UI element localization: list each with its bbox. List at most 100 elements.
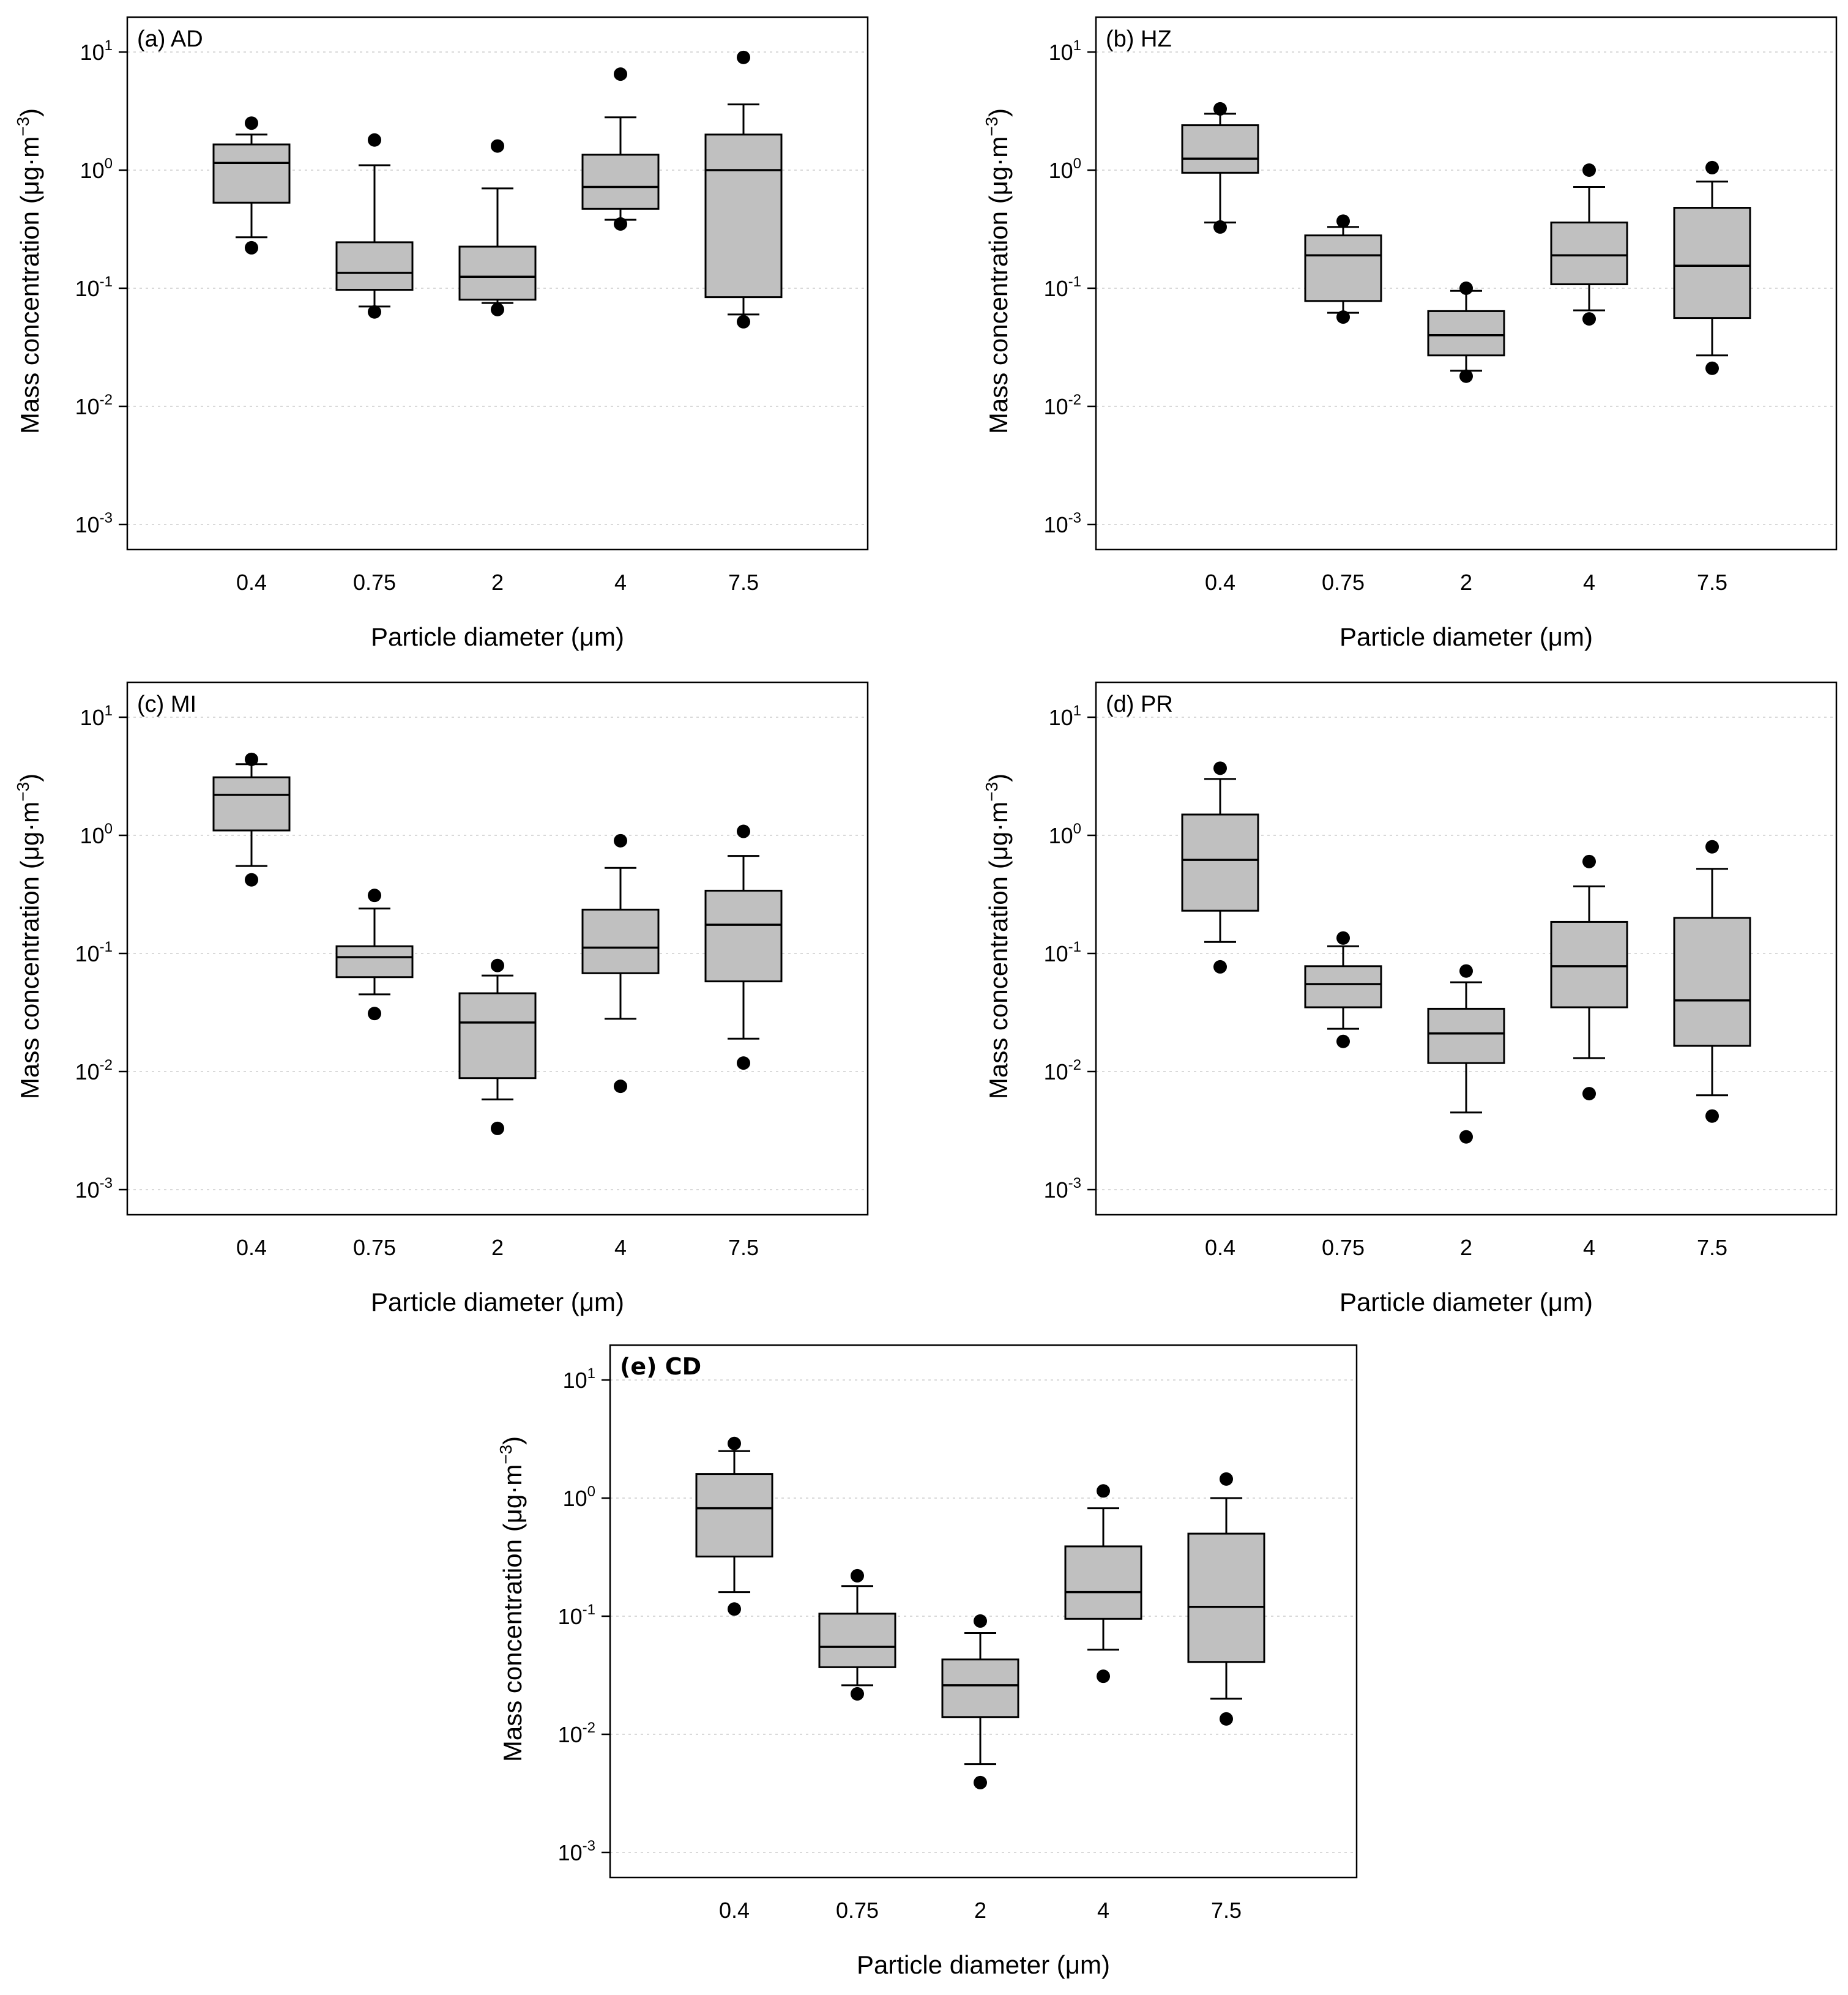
box-4 bbox=[1064, 1484, 1142, 1684]
x-axis-title: Particle diameter (μm) bbox=[1339, 1288, 1593, 1316]
x-tick-label: 2 bbox=[1460, 570, 1472, 595]
y-tick-label: 10-3 bbox=[558, 1838, 595, 1865]
outlier-point bbox=[1336, 214, 1350, 228]
box-iqr bbox=[695, 1473, 773, 1558]
outlier-point bbox=[974, 1614, 987, 1628]
y-tick-label: 10-2 bbox=[558, 1720, 595, 1747]
x-tick-label: 4 bbox=[1583, 1235, 1595, 1260]
box-iqr bbox=[1427, 310, 1505, 357]
box-0.4 bbox=[212, 116, 291, 255]
y-tick-label: 10-3 bbox=[75, 510, 113, 537]
outlier-point bbox=[491, 139, 504, 153]
outlier-point bbox=[1220, 1712, 1233, 1726]
box-0.75 bbox=[818, 1568, 896, 1701]
box-iqr bbox=[458, 245, 537, 301]
outlier-point bbox=[1336, 1034, 1350, 1048]
y-tick-label: 10-1 bbox=[1044, 274, 1081, 301]
box-iqr bbox=[941, 1658, 1019, 1718]
box-iqr bbox=[1187, 1532, 1265, 1663]
x-tick-label: 0.75 bbox=[1322, 1235, 1365, 1260]
y-tick-label: 10-2 bbox=[1044, 1057, 1081, 1084]
y-tick-label: 100 bbox=[80, 155, 113, 183]
x-tick-label: 2 bbox=[974, 1898, 986, 1923]
outlier-point bbox=[614, 833, 627, 848]
box-7.5 bbox=[704, 50, 783, 329]
box-iqr bbox=[1550, 920, 1628, 1009]
x-tick-label: 4 bbox=[614, 570, 627, 595]
x-tick-label: 4 bbox=[1583, 570, 1595, 595]
chart-panel-0: 101 100 10-1 10-2 10-3 0.4 0.75 2 4 7.5 Particle d… bbox=[13, 16, 869, 651]
chart-panel-4: 101 100 10-1 10-2 10-3 0.4 0.75 2 4 7.5 Particle d… bbox=[496, 1344, 1358, 1979]
outlier-point bbox=[1459, 282, 1473, 295]
x-tick-label: 0.4 bbox=[1205, 570, 1235, 595]
x-tick-label: 0.75 bbox=[836, 1898, 879, 1923]
y-axis-title: Mass concentration (μg·m−3) bbox=[982, 108, 1013, 434]
outlier-point bbox=[1582, 1087, 1596, 1101]
outlier-point bbox=[1459, 369, 1473, 383]
plot-frame bbox=[1095, 16, 1838, 551]
outlier-point bbox=[1459, 964, 1473, 978]
box-7.5 bbox=[1673, 160, 1751, 375]
panel-label: (d) PR bbox=[1106, 692, 1173, 717]
outlier-point bbox=[1213, 761, 1227, 775]
y-tick-label: 100 bbox=[1049, 155, 1081, 183]
box-iqr bbox=[1181, 124, 1259, 174]
outlier-point bbox=[1459, 1130, 1473, 1144]
y-tick-label: 101 bbox=[563, 1365, 595, 1393]
y-axis-title: Mass concentration (μg·m−3) bbox=[13, 108, 44, 434]
box-2 bbox=[1427, 964, 1505, 1144]
outlier-point bbox=[245, 873, 258, 887]
box-0.4 bbox=[1181, 761, 1259, 974]
outlier-point bbox=[974, 1775, 987, 1789]
outlier-point bbox=[614, 217, 627, 231]
box-0.4 bbox=[695, 1436, 773, 1616]
outlier-point bbox=[1213, 960, 1227, 974]
box-7.5 bbox=[704, 824, 783, 1070]
y-tick-label: 101 bbox=[1049, 37, 1081, 65]
x-tick-label: 0.4 bbox=[1205, 1235, 1235, 1260]
panel-label: (b) HZ bbox=[1106, 26, 1172, 52]
box-4 bbox=[1550, 163, 1628, 326]
x-tick-label: 0.75 bbox=[1322, 570, 1365, 595]
x-tick-label: 0.4 bbox=[236, 570, 267, 595]
outlier-point bbox=[1097, 1669, 1110, 1684]
x-tick-label: 7.5 bbox=[728, 570, 759, 595]
box-iqr bbox=[818, 1613, 896, 1668]
outlier-point bbox=[1582, 312, 1596, 326]
panel-label: (a) AD bbox=[137, 26, 203, 52]
outlier-point bbox=[368, 1007, 381, 1021]
box-2 bbox=[1427, 282, 1505, 383]
box-iqr bbox=[212, 776, 291, 832]
x-tick-label: 0.75 bbox=[353, 1235, 396, 1260]
outlier-point bbox=[245, 116, 258, 130]
box-iqr bbox=[1304, 965, 1382, 1009]
box-iqr bbox=[212, 143, 291, 204]
y-tick-label: 10-1 bbox=[558, 1602, 595, 1629]
outlier-point bbox=[245, 241, 258, 255]
box-0.4 bbox=[1181, 102, 1259, 234]
y-tick-label: 10-2 bbox=[75, 392, 113, 419]
x-tick-label: 7.5 bbox=[1211, 1898, 1242, 1923]
outlier-point bbox=[851, 1568, 864, 1583]
y-tick-label: 10-1 bbox=[75, 274, 113, 301]
y-tick-label: 101 bbox=[1049, 703, 1081, 730]
x-tick-label: 2 bbox=[1460, 1235, 1472, 1260]
x-tick-label: 4 bbox=[614, 1235, 627, 1260]
outlier-point bbox=[245, 752, 258, 766]
box-iqr bbox=[1427, 1007, 1505, 1064]
x-tick-label: 7.5 bbox=[728, 1235, 759, 1260]
panel-label: (c) MI bbox=[137, 692, 196, 717]
box-4 bbox=[1550, 854, 1628, 1101]
outlier-point bbox=[1705, 160, 1719, 174]
outlier-point bbox=[737, 315, 750, 329]
outlier-point bbox=[491, 958, 504, 972]
outlier-point bbox=[491, 302, 504, 316]
x-axis-title: Particle diameter (μm) bbox=[857, 1950, 1110, 1979]
outlier-point bbox=[1582, 163, 1596, 177]
box-iqr bbox=[1550, 222, 1628, 286]
outlier-point bbox=[728, 1602, 741, 1616]
box-iqr bbox=[704, 889, 783, 983]
box-4 bbox=[581, 833, 660, 1094]
outlier-point bbox=[737, 50, 750, 64]
y-tick-label: 101 bbox=[80, 37, 113, 65]
